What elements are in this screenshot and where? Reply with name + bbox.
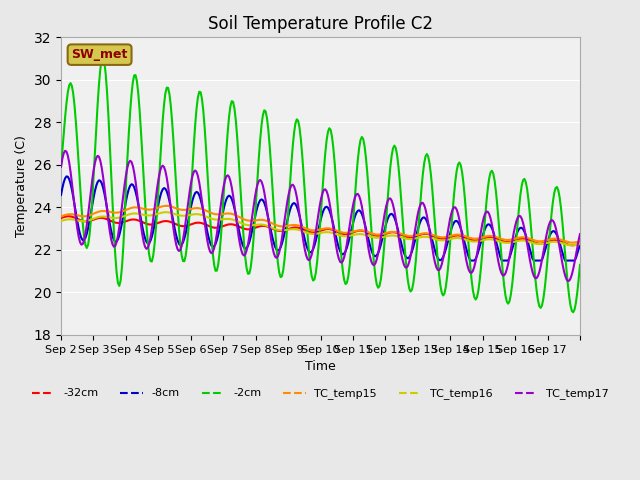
Legend: -32cm, -8cm, -2cm, TC_temp15, TC_temp16, TC_temp17: -32cm, -8cm, -2cm, TC_temp15, TC_temp16,… [28, 384, 614, 404]
Title: Soil Temperature Profile C2: Soil Temperature Profile C2 [208, 15, 433, 33]
X-axis label: Time: Time [305, 360, 336, 373]
Y-axis label: Temperature (C): Temperature (C) [15, 135, 28, 237]
Text: SW_met: SW_met [72, 48, 128, 61]
